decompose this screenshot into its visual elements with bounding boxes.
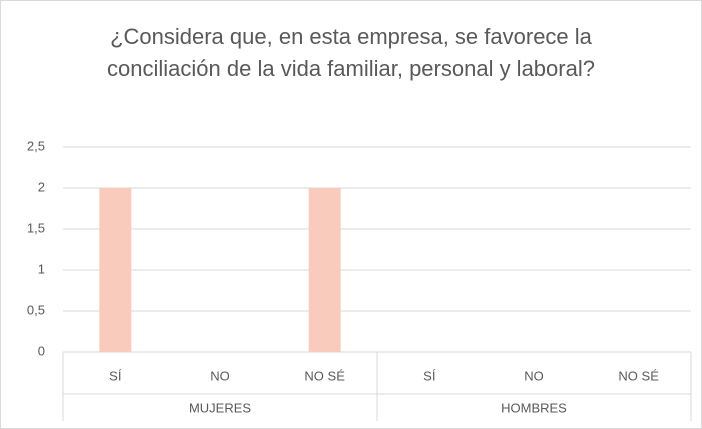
y-tick-label: 0,5 [27, 302, 45, 317]
y-tick-label: 2 [38, 179, 45, 194]
x-tick-label: NO [210, 368, 230, 383]
y-tick-label: 0 [38, 343, 45, 358]
bar [308, 188, 341, 352]
y-tick-label: 1,5 [27, 220, 45, 235]
y-tick-label: 2,5 [27, 138, 45, 153]
chart-title: ¿Considera que, en esta empresa, se favo… [107, 24, 595, 81]
x-tick-label: NO SÉ [618, 368, 659, 383]
y-tick-label: 1 [38, 261, 45, 276]
x-tick-label: SÍ [109, 368, 122, 383]
bar [99, 188, 132, 352]
x-tick-label: NO [524, 368, 544, 383]
group-label: HOMBRES [501, 400, 567, 415]
group-label: MUJERES [189, 400, 251, 415]
x-tick-label: SÍ [423, 368, 436, 383]
x-tick-label: NO SÉ [304, 368, 345, 383]
